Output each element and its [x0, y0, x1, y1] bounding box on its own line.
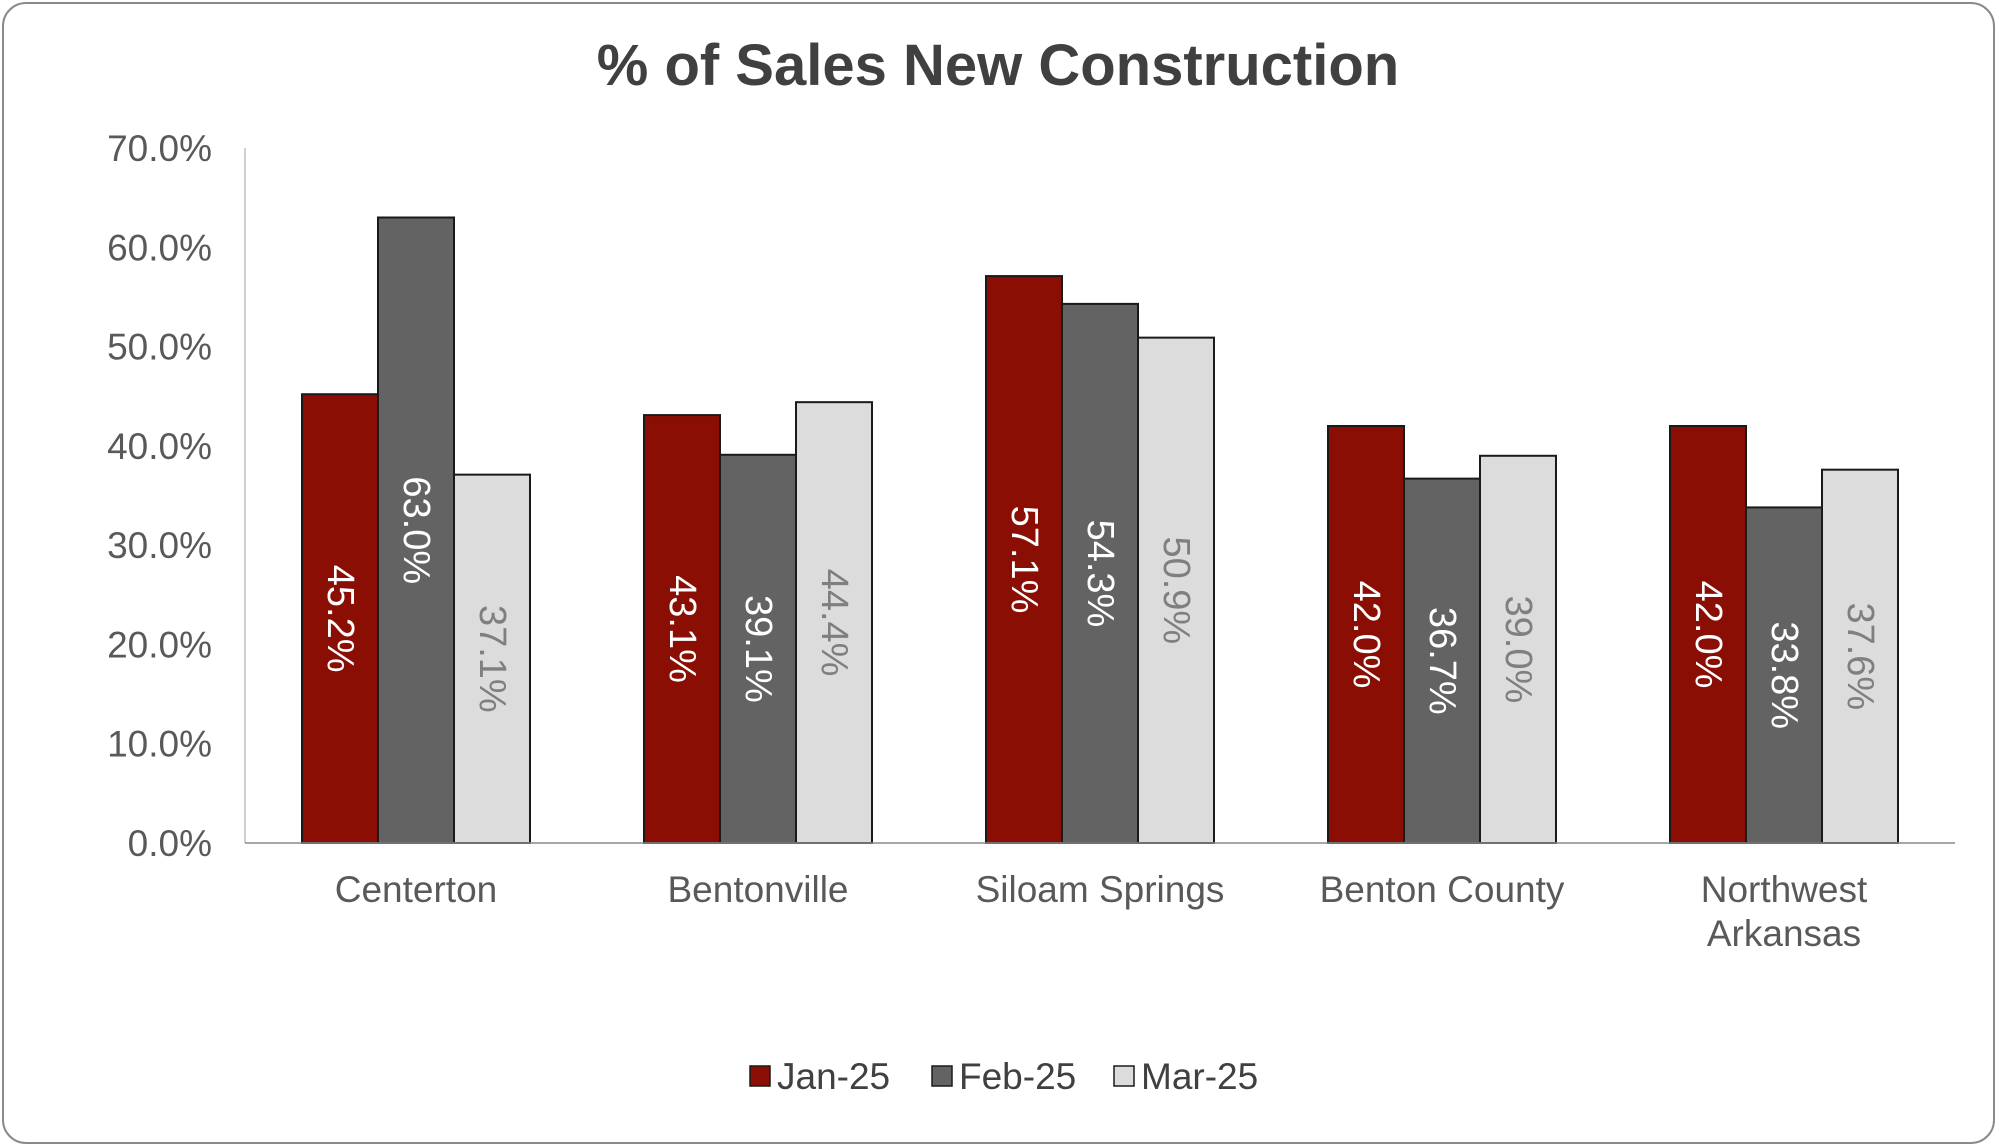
y-tick-label: 60.0%: [107, 227, 212, 268]
y-tick-label: 30.0%: [107, 525, 212, 566]
data-label: 44.4%: [813, 569, 855, 677]
legend-swatch: [1113, 1065, 1135, 1087]
y-tick-label: 20.0%: [107, 624, 212, 665]
data-label: 39.0%: [1497, 596, 1539, 704]
bar-jan-25-benton-county: [1327, 425, 1405, 844]
bars-group: [301, 216, 1899, 845]
bar-mar-25-bentonville: [795, 401, 873, 844]
y-axis: 0.0% 10.0% 20.0% 30.0% 40.0% 50.0% 60.0% 70.0%: [107, 128, 246, 864]
data-label: 36.7%: [1421, 607, 1463, 715]
x-axis: Centerton Bentonville Siloam Springs Benton…: [245, 842, 1955, 954]
bar-jan-25-northwest-arkansas: [1669, 425, 1747, 844]
bar-feb-25-northwest-arkansas: [1745, 506, 1823, 844]
y-tick-label: 40.0%: [107, 426, 212, 467]
data-label: 39.1%: [737, 595, 779, 703]
chart-title: % of Sales New Construction: [597, 33, 1399, 98]
data-labels-group: 45.2% 63.0% 37.1% 43.1% 39.1% 44.4% 57.1% 54.3%…: [319, 476, 1881, 729]
x-category-label: Siloam Springs: [976, 869, 1225, 910]
data-label: 43.1%: [661, 575, 703, 683]
y-tick-label: 70.0%: [107, 128, 212, 169]
legend-label: Feb-25: [959, 1056, 1076, 1097]
bar-mar-25-siloam-springs: [1137, 336, 1215, 844]
legend-swatch: [749, 1065, 771, 1087]
data-label: 45.2%: [319, 565, 361, 673]
bar-mar-25-benton-county: [1479, 454, 1557, 844]
data-label: 37.1%: [471, 605, 513, 713]
bar-feb-25-benton-county: [1403, 477, 1481, 844]
bar-jan-25-centerton: [301, 393, 379, 844]
data-label: 37.6%: [1839, 602, 1881, 710]
data-label: 57.1%: [1003, 506, 1045, 614]
data-label: 33.8%: [1763, 621, 1805, 729]
data-label: 50.9%: [1155, 536, 1197, 644]
y-tick-label: 50.0%: [107, 327, 212, 368]
x-category-label: Northwest: [1701, 869, 1868, 910]
x-category-label: Benton County: [1320, 869, 1565, 910]
legend-swatch: [931, 1065, 953, 1087]
x-category-label: Centerton: [335, 869, 498, 910]
bar-mar-25-centerton: [453, 473, 531, 844]
bar-feb-25-siloam-springs: [1061, 302, 1139, 844]
x-category-label: Arkansas: [1707, 913, 1861, 954]
y-tick-label: 0.0%: [128, 823, 212, 864]
bar-feb-25-bentonville: [719, 453, 797, 844]
legend-label: Jan-25: [777, 1056, 890, 1097]
data-label: 42.0%: [1345, 581, 1387, 689]
data-label: 42.0%: [1687, 581, 1729, 689]
data-label: 63.0%: [395, 476, 437, 584]
data-label: 54.3%: [1079, 520, 1121, 628]
y-tick-label: 10.0%: [107, 724, 212, 765]
legend: Jan-25 Feb-25 Mar-25: [749, 1056, 1258, 1097]
legend-label: Mar-25: [1141, 1056, 1258, 1097]
x-category-label: Bentonville: [667, 869, 848, 910]
